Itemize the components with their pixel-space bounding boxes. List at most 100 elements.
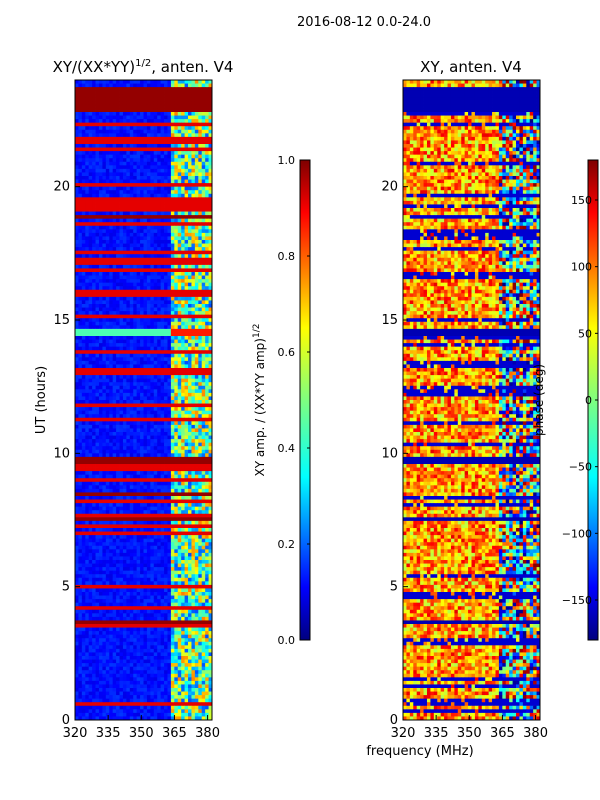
heatmap-cell: [150, 275, 155, 280]
heatmap-cell: [88, 215, 93, 220]
heatmap-cell: [81, 243, 86, 248]
heatmap-cell: [122, 510, 127, 515]
heatmap-cell: [143, 172, 148, 177]
heatmap-cell: [174, 321, 179, 326]
heatmap-cell: [198, 90, 203, 95]
heatmap-cell: [95, 193, 100, 198]
heatmap-cell: [98, 104, 103, 109]
heatmap-cell: [208, 240, 213, 244]
heatmap-cell: [194, 499, 199, 504]
heatmap-cell: [129, 513, 134, 518]
heatmap-cell: [146, 300, 151, 305]
heatmap-cell: [184, 204, 189, 209]
heatmap-cell: [109, 378, 114, 383]
heatmap-cell: [95, 236, 100, 241]
heatmap-cell: [167, 225, 172, 230]
heatmap-cell: [95, 200, 100, 205]
heatmap-cell: [133, 80, 138, 84]
heatmap-cell: [109, 83, 114, 88]
heatmap-cell: [85, 421, 90, 426]
heatmap-cell: [126, 400, 131, 404]
heatmap-cell: [122, 368, 127, 372]
heatmap-cell: [201, 119, 206, 124]
heatmap-cell: [191, 424, 196, 429]
heatmap-cell: [205, 389, 209, 394]
heatmap-cell: [205, 510, 209, 515]
heatmap-cell: [174, 368, 179, 372]
heatmap-cell: [129, 289, 134, 294]
heatmap-cell: [150, 499, 155, 504]
heatmap-cell: [170, 296, 175, 301]
heatmap-cell: [177, 279, 182, 284]
heatmap-cell: [181, 168, 185, 173]
heatmap-cell: [146, 368, 151, 372]
heatmap-cell: [160, 275, 165, 280]
heatmap-cell: [143, 250, 148, 255]
heatmap-cell: [78, 80, 83, 84]
heatmap-cell: [146, 424, 151, 429]
heatmap-cell: [92, 460, 96, 465]
heatmap-cell: [177, 247, 182, 252]
heatmap-cell: [126, 332, 131, 337]
heatmap-cell: [81, 439, 86, 444]
heatmap-cell: [150, 332, 155, 337]
heatmap-cell: [153, 186, 158, 191]
heatmap-cell: [78, 264, 83, 269]
heatmap-cell: [191, 400, 196, 404]
heatmap-cell: [184, 264, 189, 269]
heatmap-cell: [81, 300, 86, 305]
heatmap-cell: [109, 232, 114, 237]
heatmap-cell: [160, 236, 165, 241]
heatmap-cell: [75, 97, 79, 102]
heatmap-cell: [143, 144, 148, 148]
heatmap-cell: [143, 499, 148, 504]
heatmap-cell: [205, 232, 209, 237]
heatmap-cell: [150, 296, 155, 301]
heatmap-cell: [133, 247, 138, 252]
heatmap-cell: [122, 403, 127, 408]
heatmap-cell: [126, 357, 131, 362]
heatmap-cell: [157, 101, 162, 106]
heatmap-cell: [194, 179, 199, 184]
heatmap-cell: [75, 232, 79, 237]
heatmap-cell: [170, 172, 175, 177]
heatmap-cell: [105, 101, 110, 106]
heatmap-cell: [191, 250, 196, 255]
heatmap-cell: [198, 368, 203, 372]
heatmap-cell: [181, 154, 185, 159]
heatmap-cell: [133, 446, 138, 451]
heatmap-cell: [109, 336, 114, 340]
heatmap-cell: [95, 481, 100, 486]
heatmap-cell: [157, 122, 162, 127]
heatmap-cell: [116, 112, 120, 116]
heatmap-cell: [150, 460, 155, 465]
heatmap-cell: [88, 456, 93, 461]
heatmap-cell: [95, 467, 100, 472]
heatmap-cell: [105, 442, 110, 447]
heatmap-cell: [133, 332, 138, 337]
heatmap-cell: [184, 168, 189, 173]
heatmap-cell: [170, 407, 175, 412]
heatmap-cell: [208, 314, 213, 319]
heatmap-cell: [191, 168, 196, 173]
heatmap-cell: [150, 122, 155, 127]
heatmap-cell: [150, 144, 155, 148]
heatmap-cell: [184, 304, 189, 308]
heatmap-cell: [146, 165, 151, 170]
heatmap-cell: [170, 353, 175, 358]
heatmap-cell: [119, 115, 124, 120]
heatmap-cell: [133, 325, 138, 330]
heatmap-cell: [153, 449, 158, 454]
heatmap-cell: [143, 336, 148, 340]
heatmap-cell: [78, 371, 83, 376]
heatmap-cell: [153, 222, 158, 227]
heatmap-cell: [153, 144, 158, 148]
heatmap-cell: [177, 474, 182, 479]
heatmap-cell: [143, 424, 148, 429]
heatmap-cell: [78, 332, 83, 337]
heatmap-cell: [119, 325, 124, 330]
heatmap-cell: [85, 453, 90, 458]
heatmap-cell: [194, 133, 199, 138]
heatmap-cell: [164, 183, 168, 188]
heatmap-cell: [122, 218, 127, 223]
